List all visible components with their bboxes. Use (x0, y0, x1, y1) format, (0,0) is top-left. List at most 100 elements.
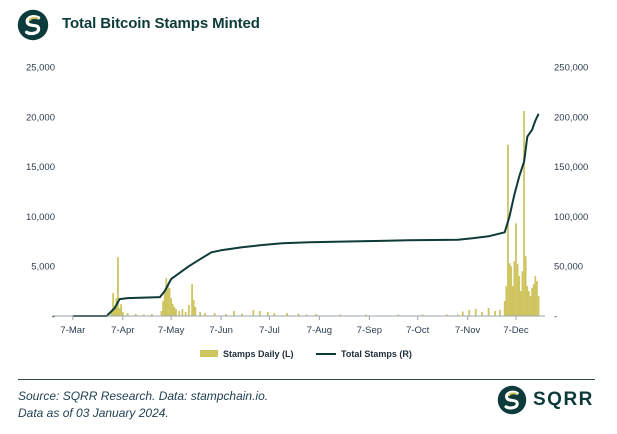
daily-bar (521, 271, 524, 316)
daily-bar (175, 309, 177, 316)
daily-bar (187, 305, 190, 316)
daily-bar (487, 308, 490, 316)
y-right-tick-label: - (554, 312, 557, 323)
y-left-tick-label: - (52, 312, 55, 323)
daily-bar (365, 314, 368, 316)
daily-bar (120, 304, 123, 316)
daily-bar (524, 256, 527, 316)
y-left-tick-label: 20,000 (26, 112, 55, 123)
daily-bar (519, 291, 522, 316)
daily-bar (518, 276, 521, 316)
daily-bar (110, 310, 113, 316)
daily-bar (160, 311, 163, 316)
daily-bar (165, 278, 168, 316)
daily-bar (233, 311, 235, 316)
x-tick-label: 7-Jul (259, 325, 280, 336)
daily-bar (241, 313, 243, 316)
daily-bar (508, 263, 511, 316)
daily-bar (534, 276, 537, 316)
daily-bar (397, 314, 400, 316)
x-tick-label: 7-Mar (60, 325, 85, 336)
legend-label-total: Total Stamps (R) (341, 349, 412, 359)
daily-bar (117, 257, 119, 316)
daily-bar (505, 286, 508, 316)
daily-bar (192, 300, 195, 316)
daily-bar (199, 312, 202, 316)
source-line-2: Data as of 03 January 2024. (18, 406, 169, 420)
daily-bar (515, 223, 517, 316)
x-tick-label: 7-Oct (406, 325, 430, 336)
sqrr-logo-icon (17, 9, 49, 41)
daily-bar (494, 311, 496, 316)
chart-title: Total Bitcoin Stamps Minted (62, 15, 260, 32)
daily-bar (445, 314, 448, 316)
x-tick-label: 7-Apr (111, 325, 134, 336)
daily-bar (286, 313, 289, 316)
daily-bar (532, 284, 535, 316)
daily-bar (503, 301, 506, 316)
daily-bar (339, 314, 342, 316)
daily-bar (191, 284, 193, 316)
footer-brand: SQRR (497, 384, 597, 418)
sqrr-logo-icon (497, 385, 527, 415)
daily-bar (134, 314, 137, 316)
legend-label-daily: Stamps Daily (L) (223, 349, 294, 359)
daily-bar (162, 301, 164, 316)
daily-bar (481, 312, 484, 316)
daily-bar (113, 306, 116, 316)
daily-bar (457, 314, 459, 316)
daily-bar (531, 288, 534, 316)
daily-bar (204, 313, 206, 316)
x-tick-label: 7-Aug (307, 325, 332, 336)
daily-bar (273, 313, 276, 316)
daily-bar (510, 266, 513, 316)
source-line-1: Source: SQRR Research. Data: stampchain.… (18, 389, 269, 403)
daily-bar (126, 313, 129, 316)
daily-bar (523, 110, 525, 316)
daily-bar (171, 304, 174, 316)
daily-bar (536, 281, 538, 316)
daily-bar (168, 288, 171, 316)
brand-wordmark: SQRR (533, 389, 594, 410)
daily-bar (252, 310, 255, 316)
daily-bar (516, 264, 519, 316)
source-note: Source: SQRR Research. Data: stampchain.… (18, 388, 268, 422)
daily-bar (150, 314, 153, 316)
y-right-tick-label: 250,000 (554, 63, 588, 74)
y-left-tick-label: 5,000 (31, 262, 55, 273)
daily-bar (181, 309, 184, 316)
daily-bar (142, 314, 145, 316)
daily-bar (213, 313, 216, 316)
footer-divider (18, 379, 595, 380)
daily-bar (513, 261, 516, 316)
daily-bar (468, 310, 471, 316)
daily-bar (498, 310, 501, 316)
legend-swatch-daily (200, 350, 218, 357)
daily-bar (461, 311, 464, 316)
daily-bar (167, 286, 169, 316)
daily-bar (529, 296, 532, 316)
daily-bar (315, 314, 318, 316)
daily-bar (527, 291, 530, 316)
daily-bar (163, 291, 166, 316)
daily-bar (511, 286, 514, 316)
x-tick-label: 7-Dec (503, 325, 529, 336)
x-tick-label: 7-May (158, 325, 185, 336)
daily-bar (178, 311, 181, 316)
daily-bar (121, 312, 124, 316)
y-left-tick-label: 10,000 (26, 212, 55, 223)
y-right-tick-label: 200,000 (554, 112, 588, 123)
y-right-tick-label: 150,000 (554, 162, 588, 173)
y-left-tick-label: 25,000 (26, 63, 55, 74)
daily-bar (194, 307, 197, 316)
y-left-tick-label: 15,000 (26, 162, 55, 173)
daily-bar (537, 296, 540, 316)
daily-bar (507, 144, 509, 316)
daily-bar (266, 312, 269, 316)
x-tick-label: 7-Sep (357, 325, 382, 336)
x-tick-label: 7-Nov (455, 325, 481, 336)
daily-bar (526, 286, 529, 316)
daily-bar (225, 314, 227, 316)
daily-bar (118, 308, 121, 316)
